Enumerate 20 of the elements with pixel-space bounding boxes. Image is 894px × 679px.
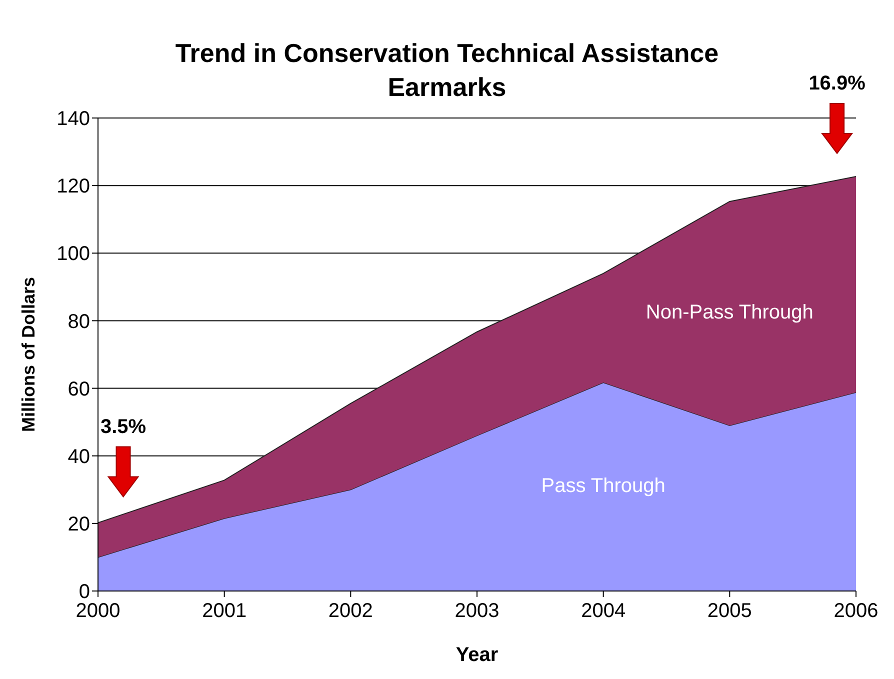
x-tick-label: 2005: [707, 600, 752, 622]
y-tick-label: 80: [68, 310, 90, 333]
y-tick-label: 60: [68, 378, 90, 400]
x-tick-label: 2004: [581, 600, 626, 622]
text: 16.9%: [808, 72, 866, 94]
chart-title: Trend in Conservation Technical Assistance Earmarks: [174, 37, 720, 104]
y-tick-label: 20: [68, 514, 90, 536]
x-axis-title: Year: [456, 644, 498, 666]
y-tick-label: 120: [56, 176, 90, 198]
x-tick-label: 2002: [328, 600, 373, 622]
y-tick-label: 40: [68, 446, 90, 468]
x-tick-label: 2001: [202, 600, 247, 622]
annotation: 3.5%: [100, 416, 146, 438]
y-tick-label: 140: [56, 108, 90, 130]
series-label: Pass Through: [541, 475, 666, 498]
x-tick-label: 2003: [454, 600, 500, 622]
y-axis-title: Millions of Dollars: [18, 276, 38, 432]
y-tick-label: 100: [56, 243, 90, 266]
x-tick-label: 2006: [834, 600, 878, 622]
series-label: Non-Pass Through: [646, 302, 814, 324]
